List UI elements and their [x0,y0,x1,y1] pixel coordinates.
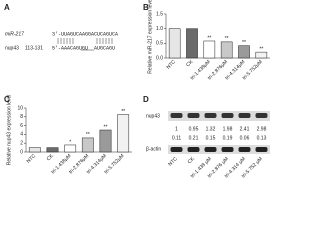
y-tick-label: 1.0 [156,26,163,32]
bar [203,40,216,59]
mirna-name: miR-217 [5,31,24,37]
y-tick-label: 2 [20,141,23,147]
band [204,113,217,118]
band [255,113,268,118]
lane-label: NTC [167,156,179,168]
blot-ratio: 2.98 [257,126,267,132]
bar [117,114,130,153]
blot-ratio: 0.19 [223,135,233,141]
band [170,113,183,118]
significance: ** [104,124,108,130]
blot-ratio: 2.41 [240,126,250,132]
panel-label: B [143,3,149,12]
y-axis-label: Relative miR-217 expression level [147,0,153,74]
bar [238,45,250,59]
x-tick-label: CK [46,153,56,163]
y-tick-label: 8 [20,114,23,120]
y-tick-label: 1.5 [156,11,163,17]
significance: ** [121,109,125,115]
blot-ratio: 0.06 [240,135,250,141]
x-tick-label: NTC [26,153,38,165]
bar [186,28,198,59]
significance: ** [86,132,90,138]
target-seq-end: AUGCAGU [94,45,115,51]
figure: A B C D miR-217 3'-UUAGUCAAGGACUCAGUCA n… [4,0,270,179]
significance: ** [225,36,229,42]
y-tick-label: 0.0 [156,55,163,61]
y-tick-label: 6 [20,123,23,129]
panel-label: D [143,95,149,104]
blot-control: β-actin [146,146,161,152]
band [170,147,183,152]
panel-label: C [4,95,10,104]
y-tick-label: 10 [17,105,23,111]
lane-label: CK [187,156,197,166]
y-tick-label: 0 [20,149,23,155]
target-pos: 113-131 [25,45,43,51]
significance: * [69,139,71,145]
bar [220,41,233,59]
blot-frame [168,111,270,121]
x-tick-label: CK [185,59,195,69]
band [204,147,217,152]
blot-protein: nup43 [146,113,160,119]
blot-ratio: 1 [175,126,178,132]
blot-ratio: 0.95 [189,126,199,132]
bar [64,144,77,153]
blot-ratio: 0.13 [257,135,267,141]
band [238,147,251,152]
base-pairs [57,38,113,44]
band [221,147,234,152]
bar [46,147,59,153]
significance: ** [259,46,263,52]
blot-ratio: 0.11 [172,135,182,141]
bar [255,51,268,59]
band [187,113,200,118]
target-name: nup43 [5,45,19,51]
band [238,113,251,118]
mirna-seq: 3'-UUAGUCAAGGACUCAGUCA [52,31,118,37]
bar [99,129,112,153]
significance: ** [242,40,246,46]
y-tick-label: 4 [20,132,23,138]
band [255,147,268,152]
bar [28,147,41,153]
panel-label: A [4,3,10,12]
band [221,113,234,118]
blot-ratio: 1.32 [206,126,216,132]
blot-ratio: 0.21 [189,135,199,141]
target-seq: 5'-AAACAGUGU [52,45,88,51]
band [187,147,200,152]
bar [168,28,181,59]
blot-frame [168,145,270,154]
y-tick-label: 0.5 [156,41,163,47]
blot-ratio: 0.15 [206,135,216,141]
x-tick-label: NTC [166,59,178,71]
y-axis-label: Relative nup43 expression level [6,95,12,166]
significance: ** [207,35,211,41]
blot-ratio: 1.98 [223,126,233,132]
bar [81,137,94,153]
